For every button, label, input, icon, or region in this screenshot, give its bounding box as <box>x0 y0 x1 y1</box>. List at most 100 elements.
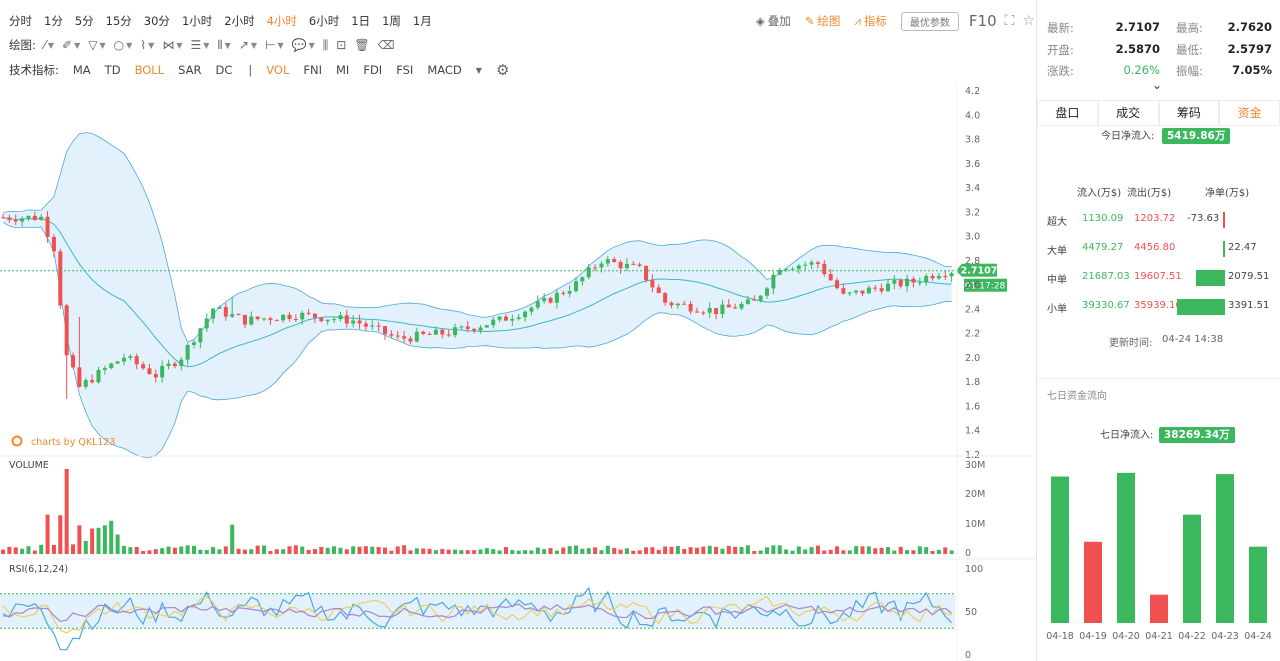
indicator-button[interactable]: ⩘ 指标 <box>854 13 887 29</box>
timeframe-6[interactable]: 2小时 <box>224 14 255 28</box>
draw-button[interactable]: ✎ 绘图 <box>804 14 841 28</box>
channel-tool-icon[interactable]: ⦀ ▼ <box>217 37 231 52</box>
triangle-tool-icon[interactable]: ▽ ▼ <box>88 38 106 52</box>
candle-body <box>644 265 649 281</box>
seven-day-bar <box>1117 472 1135 623</box>
indicator-boll[interactable]: BOLL <box>134 63 165 77</box>
expand-chevron-icon[interactable]: ⌄ <box>1152 78 1163 92</box>
change-percent: 0.26% <box>1123 63 1160 77</box>
more-indicators-icon[interactable]: ▼ <box>475 65 482 75</box>
sub-indicator-fsi[interactable]: FSI <box>396 63 414 77</box>
fund-row: 超大 1130.09 1203.72 -73.63 <box>1037 212 1280 229</box>
timeframe-10[interactable]: 1周 <box>382 14 401 28</box>
timeframe-0[interactable]: 分时 <box>9 14 32 28</box>
eraser-icon[interactable]: ⌫ <box>377 38 395 52</box>
candle-body <box>841 288 846 294</box>
volume-bar <box>739 546 744 554</box>
measure-tool-icon[interactable]: ⊢ ▼ <box>265 38 284 52</box>
fund-row-in: 4479.27 <box>1082 242 1124 253</box>
candle-body <box>293 319 298 321</box>
timeframe-8[interactable]: 6小时 <box>308 14 340 28</box>
fib-tool-icon[interactable]: ☰ ▼ <box>190 38 210 52</box>
fullscreen-icon[interactable]: ⛶ <box>1004 13 1015 29</box>
overlay-button[interactable]: ◈ 叠加 <box>755 14 791 28</box>
sub-indicator-fni[interactable]: FNI <box>303 63 322 77</box>
volume-bar <box>949 550 954 554</box>
timeframe-7[interactable]: 4小时 <box>266 14 297 28</box>
fund-row-label: 小单 <box>1047 304 1067 315</box>
rsi-title: RSI(6,12,24) <box>9 564 68 575</box>
volume-bar <box>790 550 795 554</box>
sub-indicator-vol[interactable]: VOL <box>266 63 290 77</box>
candle-body <box>223 306 228 317</box>
candle-body <box>484 325 489 328</box>
timeframe-9[interactable]: 1日 <box>351 14 371 28</box>
candle-body <box>64 305 69 356</box>
volume-bar <box>459 550 464 554</box>
candle-body <box>433 329 438 335</box>
volume-bar <box>936 549 941 554</box>
tab-1[interactable]: 成交 <box>1097 100 1159 125</box>
seven-day-x-label: 04-19 <box>1079 631 1107 642</box>
candle-body <box>866 287 871 294</box>
timeframe-3[interactable]: 15分 <box>105 14 132 28</box>
chart-icon: ⩘ <box>854 13 861 28</box>
lock-icon[interactable]: ⊡ <box>336 38 347 52</box>
candle-body <box>905 278 910 287</box>
volume-bar <box>771 545 776 554</box>
indicator-ma[interactable]: MA <box>72 63 91 77</box>
sub-indicator-mi[interactable]: MI <box>336 63 350 77</box>
volume-bar <box>726 545 731 554</box>
volume-bar <box>1 549 5 554</box>
timeframe-5[interactable]: 1小时 <box>181 14 213 28</box>
seven-day-net-badge: 38269.34万 <box>1159 427 1235 443</box>
timeframe-11[interactable]: 1月 <box>412 14 432 28</box>
volume-bar <box>185 545 190 554</box>
star-icon[interactable]: ☆ <box>1022 13 1035 29</box>
circle-tool-icon[interactable]: ○ ▼ <box>113 38 133 52</box>
volume-bar <box>694 547 699 554</box>
volume-bar <box>102 525 107 554</box>
indicator-dc[interactable]: DC <box>215 63 233 77</box>
indicator-label: 技术指标: <box>9 63 59 77</box>
candle-body <box>618 262 623 269</box>
volume-bar <box>421 548 426 554</box>
sub-indicator-macd[interactable]: MACD <box>427 63 462 77</box>
volume-bar <box>236 548 241 554</box>
candle-body <box>71 355 76 368</box>
optimal-params-button[interactable]: 最优参数 <box>900 11 959 31</box>
bars-tool-icon[interactable]: ⫼ <box>322 37 329 52</box>
indicator-td[interactable]: TD <box>104 63 121 77</box>
f10-button[interactable]: F10 <box>968 12 997 30</box>
volume-bar <box>39 544 44 554</box>
indicator-sar[interactable]: SAR <box>178 63 202 77</box>
timeframe-1[interactable]: 1分 <box>44 14 63 28</box>
indicator-toolbar: 技术指标: MA TD BOLL SAR DC | VOL FNI MI FDI FSI MACD… <box>9 61 510 79</box>
volume-bar <box>847 550 852 554</box>
tab-2[interactable]: 筹码 <box>1158 100 1220 125</box>
tab-3[interactable]: 资金 <box>1219 100 1280 125</box>
volume-bar <box>51 544 56 554</box>
gear-icon[interactable]: ⚙ <box>495 61 510 79</box>
sub-indicator-fdi[interactable]: FDI <box>363 63 383 77</box>
timeframe-4[interactable]: 30分 <box>143 14 170 28</box>
tab-0[interactable]: 盘口 <box>1037 100 1098 125</box>
logo-icon <box>11 435 23 447</box>
candle-body <box>408 338 413 342</box>
comment-tool-icon[interactable]: 💬 ▼ <box>291 38 315 52</box>
arrow-tool-icon[interactable]: ↗ ▼ <box>238 38 258 52</box>
candlestick-chart[interactable]: 2.7107 01:17:28 4.2 4.0 3.8 3.6 3.4 3.2 3.0 2.8 2.… <box>0 84 1035 661</box>
candle-body <box>262 318 267 320</box>
candle-body <box>395 335 400 337</box>
volume-bar <box>402 545 407 554</box>
trash-icon[interactable]: 🗑 <box>354 38 370 52</box>
fund-row-out: 19607.51 <box>1134 271 1182 282</box>
volume-bar <box>905 550 910 554</box>
volume-bar <box>586 548 591 554</box>
volume-bar <box>223 546 228 554</box>
timeframe-2[interactable]: 5分 <box>74 14 94 28</box>
wave-tool-icon[interactable]: ⌇ ▼ <box>140 38 155 52</box>
pencil-tool-icon[interactable]: ✐ ▼ <box>62 38 81 52</box>
line-tool-icon[interactable]: ⁄ ▼ <box>43 38 55 52</box>
pattern-tool-icon[interactable]: ⋈ ▼ <box>162 38 183 52</box>
